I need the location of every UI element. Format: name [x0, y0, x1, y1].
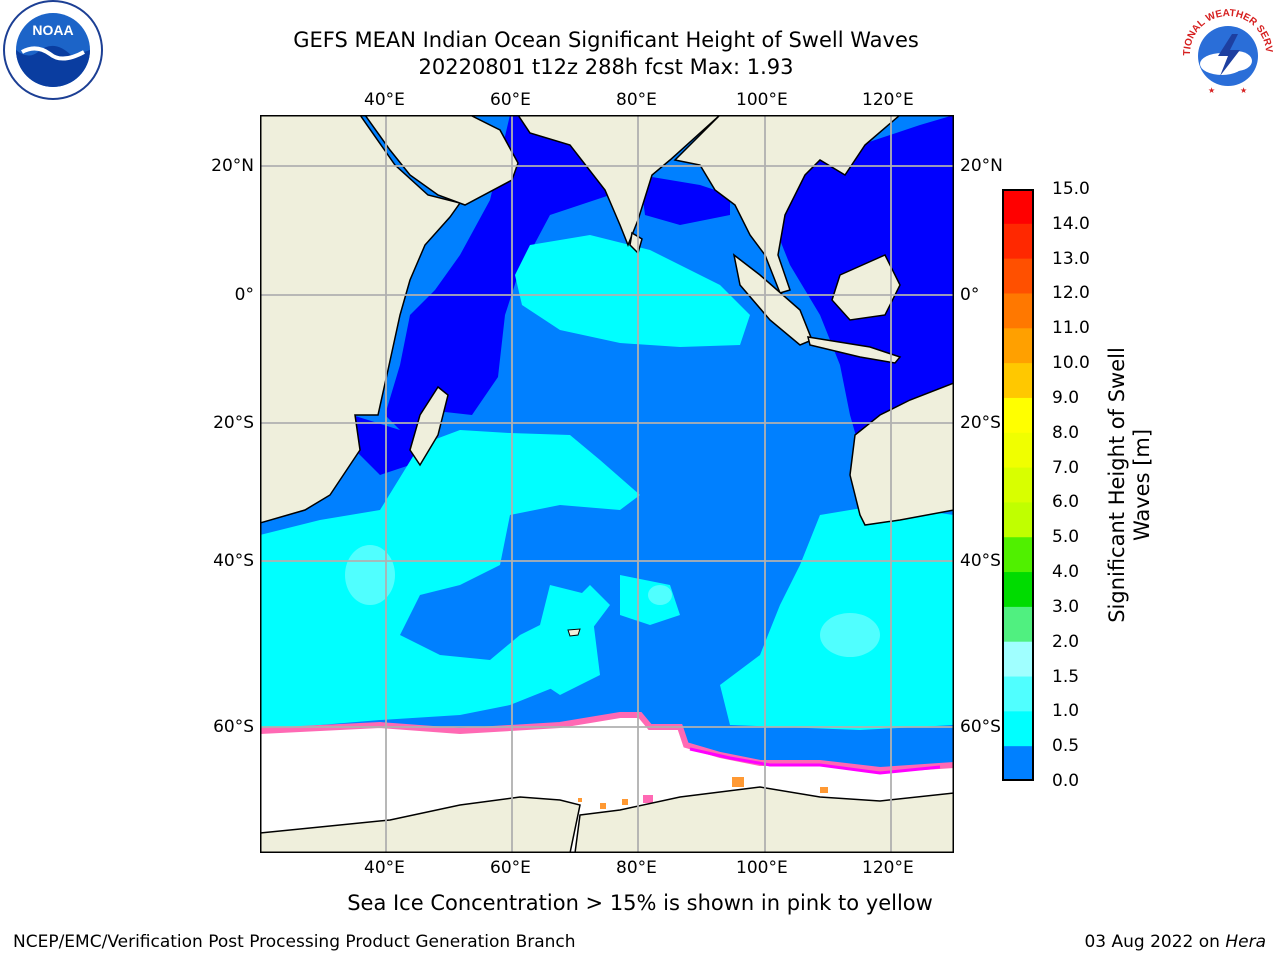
land-india: [517, 115, 722, 248]
lat-tick-right-0: 0°: [960, 285, 980, 305]
land-java: [806, 336, 902, 364]
noaa-logo: NOAA: [3, 0, 103, 100]
colorbar-tick-label: 0.0: [1052, 771, 1080, 791]
colorbar-tick-label: 1.5: [1052, 666, 1080, 687]
colorbar-tick-label: 0.5: [1052, 736, 1080, 757]
lat-tick-left-0: 0°: [234, 285, 254, 305]
lat-tick-right-20s: 20°S: [960, 413, 1001, 433]
colorbar-swatch: [1002, 397, 1034, 434]
land-australia: [849, 382, 954, 526]
lat-tick-right-40s: 40°S: [960, 551, 1001, 571]
colorbar: [1002, 189, 1034, 781]
chart-title: GEFS MEAN Indian Ocean Significant Heigh…: [293, 28, 919, 52]
colorbar-tick-label: 8.0: [1052, 422, 1080, 443]
lat-tick-right-20n: 20°N: [960, 156, 1003, 176]
colorbar-tick-label: 4.0: [1052, 562, 1080, 583]
lon-tick-bottom-80e: 80°E: [616, 858, 657, 878]
lat-tick-left-20n: 20°N: [211, 156, 254, 176]
colorbar-tick-label: 12.0: [1052, 283, 1090, 304]
lon-tick-top-120e: 120°E: [862, 90, 914, 110]
land-southeast-asia: [673, 115, 902, 294]
colorbar-swatch: [1002, 606, 1034, 643]
lat-tick-left-60s: 60°S: [213, 717, 254, 737]
land-borneo: [831, 254, 901, 321]
colorbar-swatch: [1002, 293, 1034, 329]
colorbar-tick-label: 10.0: [1052, 353, 1090, 374]
lon-tick-top-100e: 100°E: [736, 90, 788, 110]
nws-logo: NATIONAL WEATHER SERVICE ★ ★: [1178, 4, 1274, 97]
noaa-logo-text: NOAA: [32, 22, 73, 38]
colorbar-swatch: [1002, 328, 1034, 364]
lat-tick-left-40s: 40°S: [213, 551, 254, 571]
chart-subtitle: 20220801 t12z 288h fcst Max: 1.93: [418, 55, 794, 79]
map-gridlines: [260, 115, 954, 853]
footer-credit: NCEP/EMC/Verification Post Processing Pr…: [13, 932, 576, 952]
colorbar-tick-label: 7.0: [1052, 457, 1080, 478]
sea-ice-dots: [578, 777, 828, 809]
colorbar-swatch: [1002, 258, 1034, 294]
land-arabia: [364, 115, 519, 206]
colorbar-swatch: [1002, 572, 1034, 608]
colorbar-tick-label: 3.0: [1052, 596, 1080, 617]
colorbar-tick-label: 1.0: [1052, 701, 1080, 722]
colorbar-title-line1: Significant Height of Swell: [1105, 347, 1129, 623]
colorbar-swatch: [1002, 641, 1034, 678]
colorbar-swatch: [1002, 711, 1034, 747]
swell-height-map: [260, 115, 954, 853]
footer-host: Hera: [1225, 932, 1266, 952]
lon-tick-bottom-60e: 60°E: [490, 858, 531, 878]
swell-band-1.5-2.0: [345, 545, 880, 657]
lat-tick-right-60s: 60°S: [960, 717, 1001, 737]
lon-tick-top-80e: 80°E: [616, 90, 657, 110]
colorbar-tick-label: 11.0: [1052, 318, 1090, 339]
lon-tick-bottom-120e: 120°E: [862, 858, 914, 878]
colorbar-swatch: [1002, 432, 1034, 469]
footer-date: 03 Aug 2022 on Hera: [1084, 932, 1266, 952]
colorbar-swatch: [1002, 676, 1034, 712]
lon-tick-top-40e: 40°E: [364, 90, 405, 110]
colorbar-tick-label: 9.0: [1052, 387, 1080, 408]
colorbar-swatch: [1002, 223, 1034, 260]
footer-date-text: 03 Aug 2022 on: [1084, 932, 1226, 952]
colorbar-title-line2: Waves [m]: [1130, 428, 1154, 542]
colorbar-swatch: [1002, 189, 1034, 225]
lon-tick-bottom-40e: 40°E: [364, 858, 405, 878]
land-antarctica: [260, 796, 581, 853]
land-africa: [260, 115, 462, 524]
colorbar-tick-label: 5.0: [1052, 527, 1080, 548]
colorbar-tick-label: 15.0: [1052, 179, 1090, 199]
colorbar-swatch: [1002, 467, 1034, 503]
svg-text:★: ★: [1208, 86, 1215, 95]
colorbar-tick-label: 6.0: [1052, 492, 1080, 513]
svg-text:★: ★: [1240, 86, 1247, 95]
colorbar-tick-label: 2.0: [1052, 631, 1080, 652]
colorbar-swatch: [1002, 746, 1034, 781]
lat-tick-left-20s: 20°S: [213, 413, 254, 433]
lon-tick-bottom-100e: 100°E: [736, 858, 788, 878]
land-sumatra: [732, 253, 813, 346]
colorbar-tick-label: 13.0: [1052, 248, 1090, 269]
colorbar-tick-label: 14.0: [1052, 213, 1090, 234]
land-madagascar: [409, 385, 449, 467]
colorbar-swatch: [1002, 502, 1034, 538]
lon-tick-top-60e: 60°E: [490, 90, 531, 110]
colorbar-swatch: [1002, 537, 1034, 573]
colorbar-swatch: [1002, 363, 1034, 399]
sea-ice-note: Sea Ice Concentration > 15% is shown in …: [347, 891, 933, 915]
